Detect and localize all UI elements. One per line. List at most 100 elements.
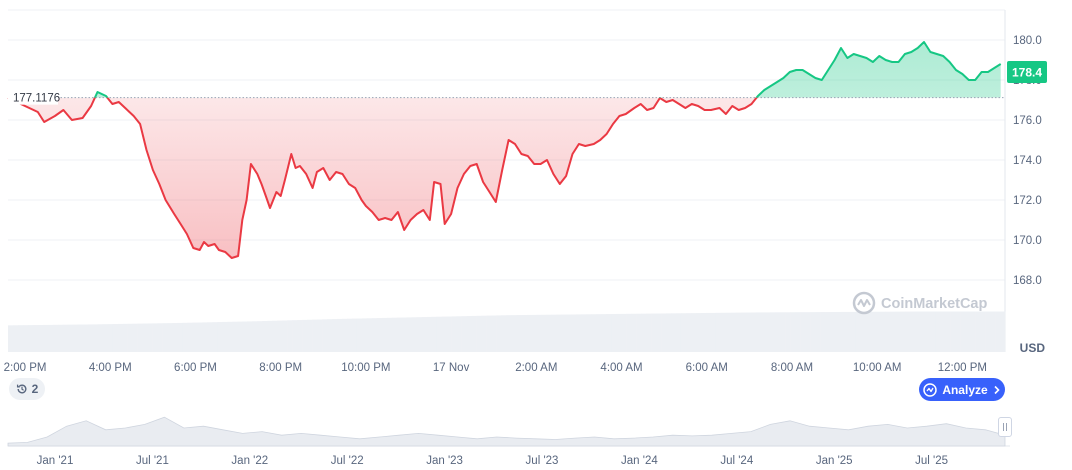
timeline-label: Jul '25: [915, 455, 948, 467]
volume-bar: [461, 316, 467, 352]
volume-bar: [785, 312, 791, 352]
volume-bar: [690, 313, 697, 352]
volume-bar: [317, 319, 323, 352]
x-tick-label: 8:00 AM: [771, 362, 813, 374]
volume-bar: [62, 324, 69, 352]
volume-bar: [147, 323, 153, 352]
volume-bar: [217, 322, 223, 352]
volume-bar: [745, 312, 752, 352]
volume-bar: [8, 325, 14, 352]
volume-bar: [531, 314, 537, 352]
timeline-label: Jan '21: [37, 455, 74, 467]
volume-bar: [297, 320, 303, 352]
coinmarketcap-watermark: CoinMarketCap: [852, 291, 987, 315]
volume-bar: [337, 318, 343, 352]
volume-bar: [845, 311, 851, 352]
y-tick-label: 168.0: [1013, 275, 1042, 287]
volume-bar: [715, 312, 722, 352]
volume-bar: [651, 313, 657, 352]
volume-bar: [92, 324, 99, 352]
history-count: 2: [31, 382, 39, 396]
volume-bar: [27, 325, 34, 352]
volume-bar: [860, 311, 866, 352]
volume-bar: [990, 311, 996, 352]
volume-bar: [232, 321, 238, 352]
volume-bar: [765, 312, 772, 352]
volume-bar: [421, 317, 428, 352]
y-tick-label: 176.0: [1013, 115, 1042, 127]
volume-bar: [641, 313, 647, 352]
timeline-label: Jan '22: [231, 455, 268, 467]
analyze-button[interactable]: Analyze: [919, 378, 1005, 401]
volume-bar: [930, 311, 936, 352]
volume-bar: [436, 316, 442, 352]
volume-bar: [945, 311, 951, 352]
volume-bar: [346, 318, 353, 352]
timeline-label: Jan '23: [426, 455, 463, 467]
volume-bar: [825, 312, 831, 352]
volume-bar: [322, 319, 328, 352]
volume-bar: [551, 314, 557, 352]
volume-bar: [1000, 311, 1006, 352]
volume-bar: [880, 311, 886, 352]
volume-bar: [795, 312, 801, 352]
volume-bar: [506, 315, 512, 352]
volume-bar: [980, 311, 986, 352]
x-axis: 2:00 PM 4:00 PM 6:00 PM 8:00 PM 10:00 PM 17 N…: [4, 362, 987, 374]
volume-bar: [22, 325, 29, 352]
volume-bar: [287, 320, 293, 352]
volume-bar: [157, 323, 163, 352]
volume-bar: [970, 311, 976, 352]
volume-bar: [775, 312, 781, 352]
volume-bar: [830, 312, 836, 352]
timeline-label: Jul '22: [331, 455, 364, 467]
timeline-drag-handle[interactable]: [998, 417, 1012, 437]
reference-price-value: 177.1176: [13, 93, 60, 105]
x-tick-label: 4:00 AM: [600, 362, 642, 374]
volume-bar: [666, 313, 672, 352]
volume-bar: [935, 311, 941, 352]
volume-bar: [491, 315, 497, 352]
volume-bar: [396, 317, 403, 352]
volume-bar: [516, 315, 522, 352]
volume-bar: [277, 320, 283, 352]
volume-bar: [680, 313, 687, 352]
volume-bar: [426, 316, 433, 352]
volume-bar: [282, 320, 288, 352]
volume-bar: [341, 318, 348, 352]
volume-bar: [52, 324, 59, 352]
volume-bar: [267, 320, 273, 352]
volume-bar: [142, 323, 148, 352]
volume-bar: [591, 314, 597, 352]
y-tick-label: 174.0: [1013, 155, 1042, 167]
volume-bar: [955, 311, 961, 352]
volume-bar: [965, 311, 971, 352]
volume-bar: [332, 319, 338, 352]
volume-bar: [601, 314, 607, 352]
volume-bar: [581, 314, 587, 352]
volume-bar: [870, 311, 876, 352]
volume-bar: [112, 324, 118, 352]
timeline-label: Jul '21: [136, 455, 169, 467]
volume-bar: [561, 314, 567, 352]
volume-bar: [636, 313, 642, 352]
volume-bar: [381, 317, 388, 352]
volume-bar: [177, 322, 183, 352]
timeline-navigator[interactable]: Jan '21 Jul '21 Jan '22 Jul '22 Jan '23 Jul '…: [7, 416, 1010, 467]
volume-bar: [586, 314, 592, 352]
volume-bar: [740, 312, 747, 352]
volume-bar: [192, 322, 198, 352]
volume-bar: [386, 317, 393, 352]
volume-bar: [671, 313, 677, 352]
volume-bar: [12, 325, 19, 352]
timeline-label: Jul '24: [720, 455, 753, 467]
history-button[interactable]: 2: [9, 378, 45, 400]
volume-bar: [167, 323, 173, 352]
analyze-icon: [923, 382, 938, 397]
volume-bar: [631, 313, 637, 352]
x-tick-label: 2:00 PM: [4, 362, 47, 374]
price-line-below-reference: [7, 97, 758, 259]
volume-bar: [292, 320, 298, 352]
volume-bar: [840, 311, 846, 352]
volume-bar: [312, 319, 318, 352]
